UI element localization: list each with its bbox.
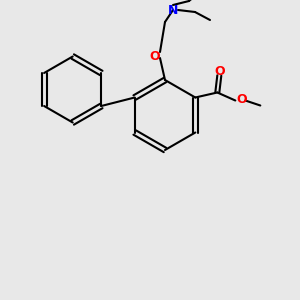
Text: O: O <box>150 50 160 64</box>
Text: N: N <box>168 4 178 16</box>
Text: O: O <box>236 93 247 106</box>
Text: O: O <box>214 65 225 78</box>
